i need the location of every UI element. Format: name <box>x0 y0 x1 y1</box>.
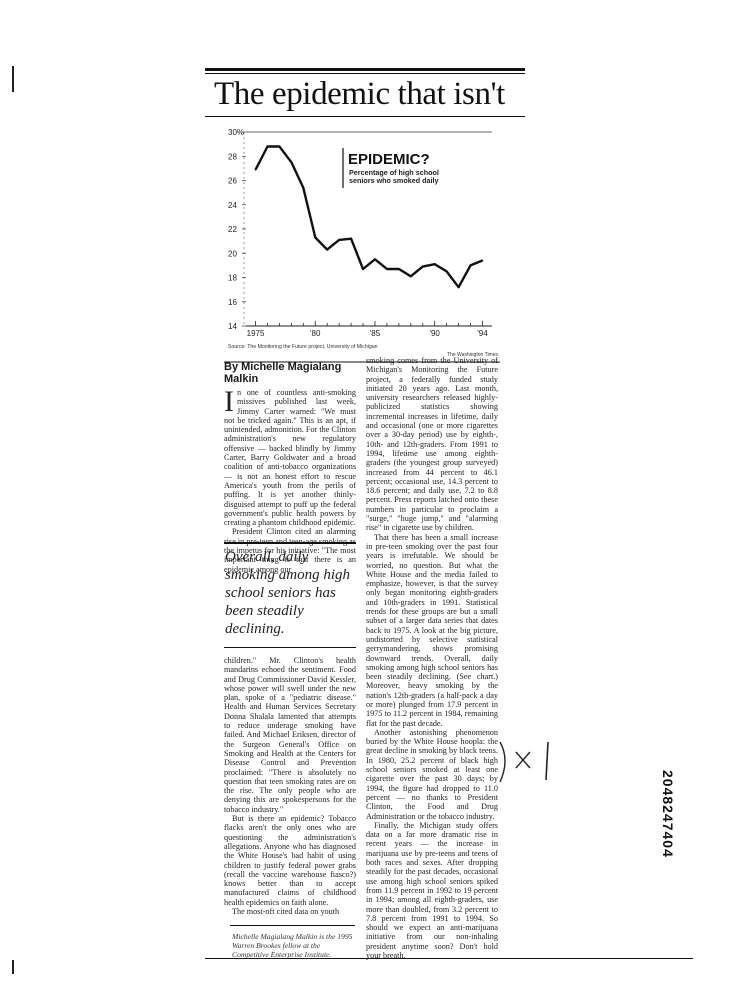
data-point <box>290 161 293 164</box>
chart-credit: The Washington Times <box>447 352 498 358</box>
column-1-bottom: children." Mr. Clinton's health mandarin… <box>224 656 356 916</box>
data-point <box>350 237 352 240</box>
drop-cap: I <box>224 385 234 418</box>
data-point <box>421 265 424 268</box>
margin-tick-bottom <box>12 960 14 974</box>
pullquote-rule-bottom <box>224 647 356 648</box>
data-point <box>409 275 412 278</box>
data-point <box>338 239 341 241</box>
paragraph: smoking comes from the University of Mic… <box>366 356 498 533</box>
y-tick-label: 28 <box>228 152 237 161</box>
paragraph: But is there an epidemic? Tobacco flacks… <box>224 814 356 907</box>
data-point <box>386 268 388 270</box>
top-rule-thick <box>205 68 525 71</box>
chart-source: Source: The Monitoring the Future projec… <box>228 344 378 350</box>
y-tick-label: 22 <box>228 225 237 234</box>
x-tick-label: 1975 <box>247 329 265 338</box>
pullquote-rule-top <box>224 542 356 544</box>
data-point <box>266 145 269 148</box>
paragraph: Finally, the Michigan study offers data … <box>366 820 498 960</box>
chart-svg: 30% 28 26 24 22 20 18 16 14 1975 '80 '85 '90 '94 EPIDE… <box>224 128 500 363</box>
y-tick-label: 14 <box>228 322 237 331</box>
bottom-rule <box>205 958 693 959</box>
paragraph: That there has been a small increase in … <box>366 532 498 728</box>
x-tick-label: '85 <box>370 329 381 338</box>
top-rule-thin <box>205 73 525 74</box>
byline: By Michelle Magialang Malkin <box>224 361 342 385</box>
data-point <box>445 270 448 273</box>
headline-underline <box>205 116 525 117</box>
author-note-rule <box>230 925 355 926</box>
margin-tick-top <box>12 66 14 92</box>
data-point <box>433 263 436 266</box>
y-tick-label: 16 <box>228 298 237 307</box>
column-2: smoking comes from the University of Mic… <box>366 356 498 960</box>
data-point <box>481 259 484 262</box>
series-line <box>254 145 483 289</box>
headline: The epidemic that isn't <box>214 76 505 112</box>
y-tick-label: 30% <box>228 128 244 137</box>
y-tick-label: 24 <box>228 201 237 210</box>
paragraph: President Clinton cited an alarming rise… <box>224 527 356 574</box>
data-point <box>326 248 329 251</box>
handwritten-mark-icon <box>499 741 549 783</box>
data-point <box>374 258 376 261</box>
chart-subtitle-line-1: Percentage of high school <box>349 168 439 177</box>
data-point <box>362 268 364 270</box>
data-point <box>397 268 400 270</box>
x-tick-label: '94 <box>477 329 488 338</box>
data-point <box>314 236 317 239</box>
y-tick-label: 20 <box>228 249 237 258</box>
data-point <box>254 168 257 171</box>
chart: 30% 28 26 24 22 20 18 16 14 1975 '80 '85 '90 '94 EPIDE… <box>200 122 506 372</box>
paragraph: The most-oft cited data on youth <box>232 907 340 917</box>
y-tick-label: 18 <box>228 274 237 283</box>
x-tick-label: '90 <box>429 329 440 338</box>
title-box <box>340 144 480 190</box>
data-point <box>278 145 281 148</box>
x-tick-label: '80 <box>310 329 321 338</box>
lead-text: n one of countless anti-smoking missives… <box>224 388 356 528</box>
chart-subtitle-line-2: seniors who smoked daily <box>349 176 438 185</box>
data-point <box>469 264 472 267</box>
chart-title: EPIDEMIC? <box>348 151 430 168</box>
data-point <box>302 186 305 189</box>
pull-quote: Overall, daily smoking among high school… <box>225 549 350 637</box>
y-tick-label: 26 <box>228 177 237 186</box>
paragraph: children." Mr. Clinton's health mandarin… <box>224 656 356 814</box>
paragraph: Another astonishing phenomenon buried by… <box>366 727 498 821</box>
document-code: 2048247404 <box>660 770 676 858</box>
author-note: Michelle Magialang Malkin is the 1995 Wa… <box>232 932 353 959</box>
data-point <box>457 286 460 289</box>
